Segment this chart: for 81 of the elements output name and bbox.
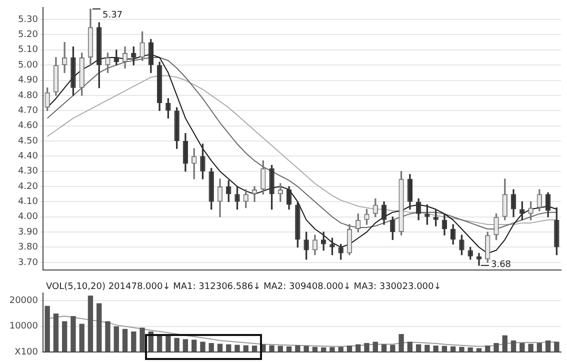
bar <box>372 342 378 352</box>
bar <box>182 339 188 352</box>
bar <box>330 347 335 352</box>
y-tick-label: 4.10 <box>18 197 38 208</box>
bar <box>191 340 197 352</box>
bar <box>545 340 551 352</box>
annotation: 5.37 <box>102 10 123 20</box>
bar <box>510 340 516 352</box>
chart-title: VOL(5,10,20) 201478.000↓ MA1: 312306.586↓ MA2: 309408.000↓ MA3: 330023.000↓ <box>46 282 442 292</box>
y-tick-label: 3.90 <box>18 227 38 238</box>
bar <box>502 335 508 352</box>
bar <box>442 346 448 352</box>
bar <box>346 346 352 352</box>
bar <box>407 342 413 352</box>
bar <box>320 347 326 352</box>
bar <box>433 346 438 352</box>
bar <box>459 346 464 352</box>
candlestick <box>476 252 482 266</box>
bar <box>53 314 59 352</box>
bar <box>174 338 180 352</box>
y-tick-label: 5.00 <box>18 60 38 70</box>
bar <box>131 331 136 352</box>
bar <box>226 344 232 352</box>
bar <box>468 347 473 352</box>
y-tick-label: 5.10 <box>18 45 38 56</box>
bar <box>278 346 284 352</box>
bar <box>424 344 430 352</box>
bar <box>554 342 560 352</box>
y-tick-label: 3.80 <box>18 242 38 253</box>
bar <box>295 345 300 352</box>
bar <box>79 324 84 352</box>
y-tick-label: X100 <box>14 347 38 358</box>
y-tick-label: 4.30 <box>18 166 38 177</box>
bar <box>88 296 94 352</box>
y-tick-label: 4.80 <box>18 90 38 101</box>
bar <box>140 328 145 352</box>
bar <box>234 344 240 352</box>
bar <box>286 346 292 352</box>
y-tick-label: 4.90 <box>18 76 38 86</box>
y-tick-label: 20000 <box>9 296 38 306</box>
bar <box>122 328 128 352</box>
bar <box>416 344 422 352</box>
y-tick-label: 5.20 <box>18 30 38 40</box>
bar <box>217 344 223 352</box>
y-tick-label: 4.70 <box>18 106 38 116</box>
bar <box>494 343 499 352</box>
bar <box>105 321 110 352</box>
bar <box>200 342 206 352</box>
y-tick-label: 4.00 <box>18 212 38 222</box>
bar <box>381 344 387 352</box>
bar <box>44 306 50 352</box>
bar <box>312 346 318 352</box>
y-tick-label: 4.20 <box>18 182 38 192</box>
bar <box>528 344 534 352</box>
bar <box>485 346 490 352</box>
y-tick-label: 4.40 <box>18 152 38 162</box>
bar <box>398 334 404 352</box>
bar <box>304 346 309 352</box>
bar <box>243 345 248 352</box>
bar <box>356 344 361 352</box>
y-tick-label: 10000 <box>9 322 38 332</box>
bar <box>520 343 525 352</box>
bar <box>364 343 370 352</box>
bar <box>96 303 102 352</box>
annotation: 3.68 <box>490 260 512 270</box>
y-tick-label: 5.30 <box>18 14 38 25</box>
bar <box>252 346 258 352</box>
bar <box>476 348 482 352</box>
bar <box>338 346 344 352</box>
bar <box>62 321 68 352</box>
y-tick-label: 3.70 <box>18 258 38 268</box>
bar <box>208 343 214 352</box>
bar <box>536 343 542 352</box>
bar <box>390 344 396 352</box>
y-tick-label: 4.50 <box>18 136 38 146</box>
bar <box>114 326 119 352</box>
y-tick-label: 4.60 <box>18 121 38 132</box>
bar <box>450 346 456 352</box>
bar <box>269 345 274 352</box>
bar <box>166 335 171 352</box>
bar <box>70 316 76 352</box>
